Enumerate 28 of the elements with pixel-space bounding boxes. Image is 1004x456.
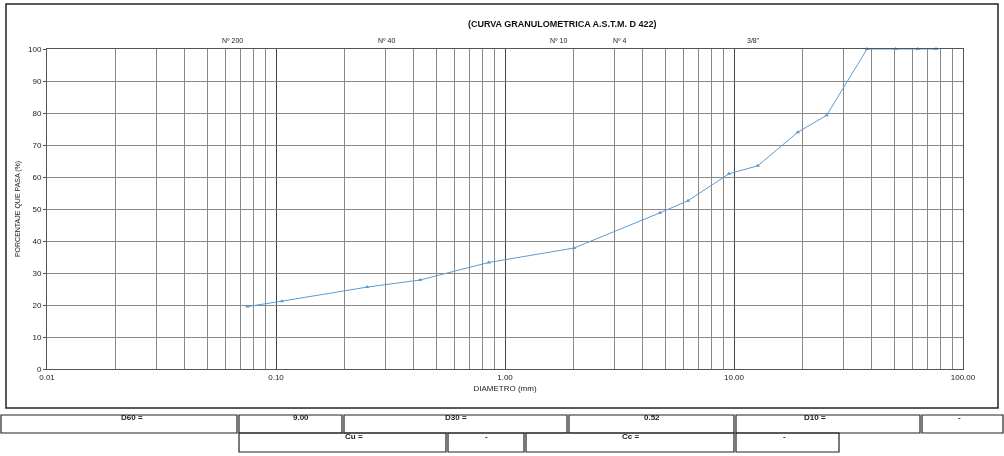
text: - [485, 432, 488, 441]
text: D10 = [804, 413, 826, 422]
y-tick-label: 70 [32, 140, 42, 150]
y-tick-label: 20 [32, 300, 42, 310]
y-tick-label: 80 [32, 108, 42, 118]
text: 0.52 [644, 413, 661, 422]
x-tick-label: 100.00 [950, 372, 976, 382]
y-tick-label: 50 [32, 204, 42, 214]
text: - [958, 413, 961, 422]
text: Cu = [345, 432, 363, 441]
x-tick-label: 0.10 [268, 372, 285, 382]
text: - [783, 432, 786, 441]
x-tick-label: 1.00 [497, 372, 514, 382]
y-tick-label: 30 [32, 268, 42, 278]
x-axis-title: DIAMETRO (mm) [473, 383, 537, 393]
y-tick-label: 90 [32, 76, 42, 86]
text: 9.00 [293, 413, 310, 422]
y-tick-label: 0 [36, 364, 42, 374]
chart-title: (CURVA GRANULOMETRICA A.S.T.M. D 422) [467, 19, 657, 30]
text: Cc = [622, 432, 640, 441]
text: D60 = [121, 413, 143, 422]
text: D30 = [445, 413, 467, 422]
y-tick-label: 100 [28, 44, 42, 54]
x-tick-label: 10.00 [723, 372, 745, 382]
y-tick-label: 40 [32, 236, 42, 246]
x-tick-label: 0.01 [39, 372, 56, 382]
y-tick-label: 10 [32, 332, 42, 342]
y-tick-label: 60 [32, 172, 42, 182]
